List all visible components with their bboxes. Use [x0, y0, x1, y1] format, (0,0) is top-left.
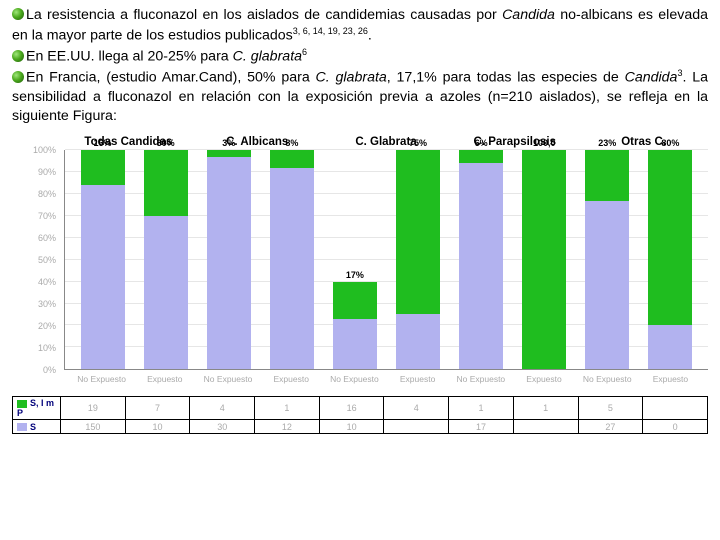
bar-segment-s	[207, 157, 251, 369]
y-tick: 10%	[38, 343, 56, 353]
table-cell: 1	[513, 397, 578, 420]
table-cell	[513, 420, 578, 434]
bar: 80%	[639, 150, 702, 369]
bullet-icon	[12, 71, 24, 83]
bar-value-label: 17%	[333, 270, 377, 280]
bar-segment-sir: 3%	[207, 150, 251, 157]
y-tick: 30%	[38, 299, 56, 309]
x-label: Expuesto	[639, 372, 702, 390]
table-cell	[643, 397, 708, 420]
x-label: No Expuesto	[323, 372, 386, 390]
bar-segment-sir: 8%	[270, 150, 314, 168]
x-label: Expuesto	[386, 372, 449, 390]
table-cell: 1	[449, 397, 514, 420]
bar-segment-s	[459, 163, 503, 369]
bar: 30%	[134, 150, 197, 369]
bar: 16%	[71, 150, 134, 369]
x-label: Expuesto	[260, 372, 323, 390]
plot-area: 16% 30% 3% 8% 17% 75% 6% 100,0 23% 80%	[64, 150, 708, 370]
table-cell	[384, 420, 449, 434]
stacked-bar-chart: 0%10%20%30%40%50%60%70%80%90%100% 16%30%…	[12, 150, 708, 390]
table-cell: 7	[125, 397, 190, 420]
bar-value-label: 100,0	[522, 138, 566, 148]
bar-value-label: 75%	[396, 138, 440, 148]
y-tick: 40%	[38, 277, 56, 287]
table-cell: 1	[255, 397, 320, 420]
y-tick: 0%	[43, 365, 56, 375]
bar-segment-sir: 6%	[459, 150, 503, 163]
bar: 23%	[576, 150, 639, 369]
bar: 75%	[386, 150, 449, 369]
y-tick: 100%	[33, 145, 56, 155]
bar: 100,0	[513, 150, 576, 369]
x-label: No Expuesto	[449, 372, 512, 390]
legend-swatch	[17, 423, 27, 431]
legend-swatch	[17, 400, 27, 408]
bar-segment-s	[585, 201, 629, 370]
bar-value-label: 30%	[144, 138, 188, 148]
intro-text: La resistencia a fluconazol en los aisla…	[0, 0, 720, 130]
bar: 3%	[197, 150, 260, 369]
table-cell: 4	[190, 397, 255, 420]
bar-segment-s	[270, 168, 314, 369]
bar-segment-s	[648, 325, 692, 369]
data-table: S, I m P19741164115S1501030121017270	[12, 396, 708, 434]
bar-segment-sir: 16%	[81, 150, 125, 185]
x-label: No Expuesto	[196, 372, 259, 390]
legend-cell: S, I m P	[13, 397, 61, 420]
bar-value-label: 6%	[459, 138, 503, 148]
table-cell: 17	[449, 420, 514, 434]
table-cell: 19	[61, 397, 126, 420]
x-label: Expuesto	[133, 372, 196, 390]
bar-segment-s	[333, 319, 377, 369]
table-cell: 0	[643, 420, 708, 434]
y-tick: 90%	[38, 167, 56, 177]
bar-segment-sir: 100,0	[522, 150, 566, 369]
table-cell: 16	[319, 397, 384, 420]
bar-value-label: 23%	[585, 138, 629, 148]
bar-value-label: 16%	[81, 138, 125, 148]
bar-segment-sir: 30%	[144, 150, 188, 216]
bar: 6%	[450, 150, 513, 369]
y-tick: 80%	[38, 189, 56, 199]
table-cell: 4	[384, 397, 449, 420]
y-tick: 60%	[38, 233, 56, 243]
x-label: No Expuesto	[70, 372, 133, 390]
bullet-icon	[12, 50, 24, 62]
x-axis-labels: No ExpuestoExpuestoNo ExpuestoExpuestoNo…	[64, 372, 708, 390]
bar-value-label: 8%	[270, 138, 314, 148]
table-cell: 27	[578, 420, 643, 434]
bar: 17%	[323, 150, 386, 369]
bar-value-label: 80%	[648, 138, 692, 148]
y-tick: 50%	[38, 255, 56, 265]
bar-segment-s	[144, 216, 188, 369]
y-tick: 20%	[38, 321, 56, 331]
table-cell: 12	[255, 420, 320, 434]
bar-segment-s	[396, 314, 440, 369]
table-cell: 150	[61, 420, 126, 434]
table-cell: 30	[190, 420, 255, 434]
bar: 8%	[260, 150, 323, 369]
bar-segment-sir: 23%	[585, 150, 629, 200]
table-cell: 10	[125, 420, 190, 434]
bullet-icon	[12, 8, 24, 20]
bar-segment-sir: 17%	[333, 282, 377, 319]
x-label: Expuesto	[512, 372, 575, 390]
table-cell: 5	[578, 397, 643, 420]
bar-segment-s	[81, 185, 125, 369]
x-label: No Expuesto	[576, 372, 639, 390]
table-cell: 10	[319, 420, 384, 434]
bar-value-label: 3%	[207, 138, 251, 148]
bars-container: 16% 30% 3% 8% 17% 75% 6% 100,0 23% 80%	[65, 150, 708, 369]
bar-segment-sir: 75%	[396, 150, 440, 314]
legend-cell: S	[13, 420, 61, 434]
bar-segment-sir: 80%	[648, 150, 692, 325]
y-axis: 0%10%20%30%40%50%60%70%80%90%100%	[12, 150, 60, 370]
y-tick: 70%	[38, 211, 56, 221]
